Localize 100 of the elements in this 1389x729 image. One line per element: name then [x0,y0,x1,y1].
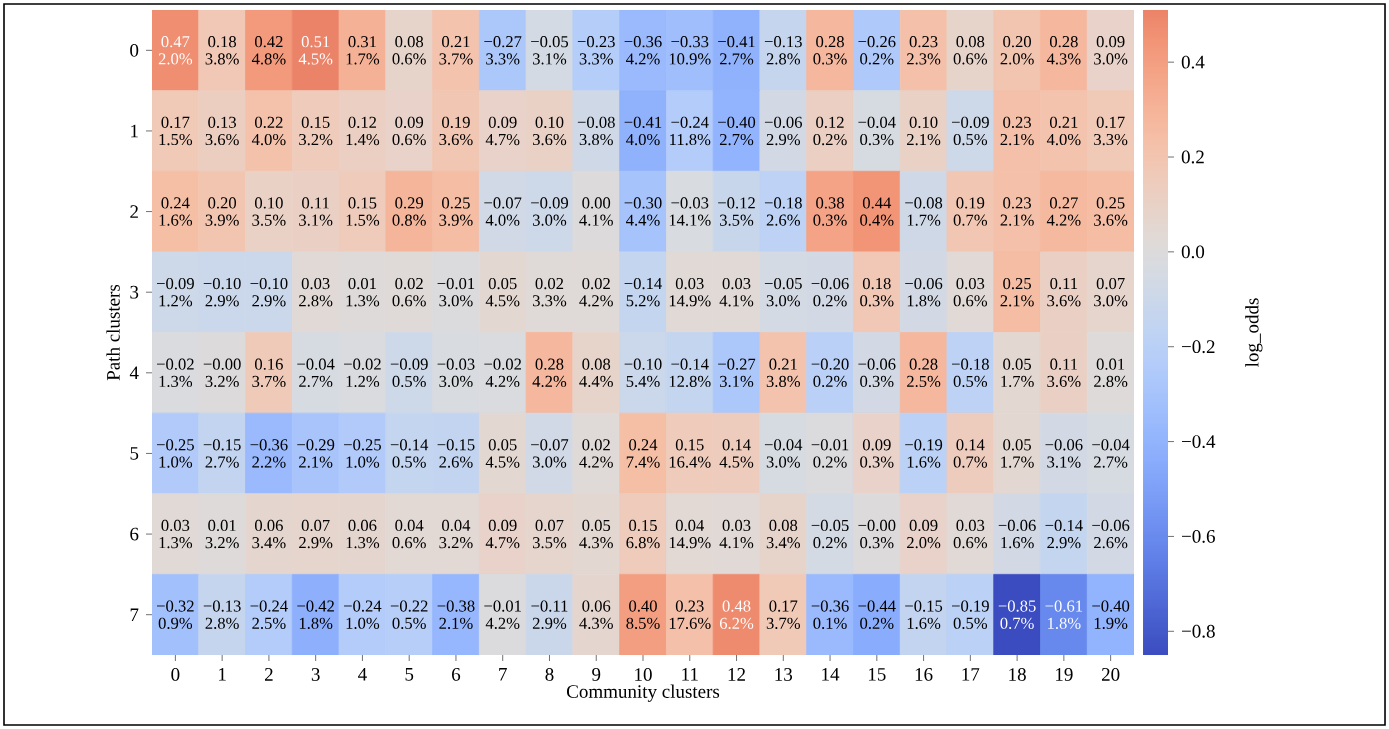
data-label: 0.10 3.5% [252,197,286,226]
data-label: 0.11 3.6% [1047,358,1081,388]
data-label: −0.40 1.9% [1092,600,1130,629]
data-label: −0.10 5.4% [624,358,662,388]
data-label: −0.15 2.6% [437,439,475,468]
data-label: 0.15 1.5% [346,197,380,226]
data-label: 0.29 0.8% [392,197,426,226]
x-tick-label: 6 [452,668,461,681]
data-label: −0.10 2.9% [203,277,241,307]
data-label: 0.05 1.7% [1001,439,1034,468]
x-tick-label: 12 [728,668,745,681]
color-bar-label: −0.2 [1182,340,1215,354]
data-label: 0.15 16.4% [669,439,711,468]
data-label: 0.15 3.2% [299,116,333,146]
data-label: 0.28 4.3% [1046,36,1081,65]
color-bar-label: −0.8 [1182,624,1215,638]
data-label: 0.40 8.5% [626,600,660,629]
data-label: −0.06 0.2% [811,277,849,307]
y-tick-label: 3 [130,285,139,299]
data-label: −0.61 1.8% [1045,600,1083,629]
color-bar-label: −0.4 [1182,435,1216,449]
color-bar-title: log_odds [1245,298,1263,367]
data-label: 0.03 0.6% [953,519,988,549]
data-label: 0.14 0.7% [953,439,988,468]
data-label: −0.01 0.2% [811,439,849,468]
data-label: −0.09 0.5% [390,358,428,388]
data-label: 0.05 1.7% [1001,358,1034,388]
color-bar-label: 0.4 [1181,55,1205,69]
data-label: 0.07 3.0% [1094,277,1128,307]
data-label: 0.10 2.1% [907,116,941,146]
y-tick-label: 6 [130,527,139,541]
data-label: 0.38 0.3% [813,197,847,226]
color-bar-label: 0.0 [1181,245,1205,259]
x-axis-title: Community clusters [567,684,720,702]
data-label: −0.85 0.7% [998,600,1036,629]
data-label: 0.16 3.7% [252,358,286,388]
x-tick-label: 3 [311,668,320,681]
data-label: −0.19 0.5% [951,600,989,629]
data-label: −0.30 4.4% [624,197,662,226]
data-label: 0.22 4.0% [251,116,286,146]
data-label: −0.06 3.1% [1045,439,1083,468]
data-label: 0.02 4.2% [579,439,613,468]
data-label: −0.05 3.1% [531,36,569,65]
x-tick-label: 5 [405,668,414,681]
data-label: −0.13 2.8% [203,600,241,629]
data-label: −0.12 3.5% [718,197,755,226]
data-label: −0.24 11.8% [670,116,711,146]
color-bar-label: 0.2 [1181,150,1204,164]
data-label: 0.05 4.5% [485,277,520,307]
data-label: −0.14 5.2% [624,277,662,307]
data-label: 0.05 4.3% [579,519,613,549]
data-label: 0.24 7.4% [626,439,660,468]
data-label: −0.24 2.5% [250,600,288,629]
data-label: 0.08 4.4% [579,358,613,388]
x-tick-label: 4 [358,668,367,681]
data-label: −0.01 4.2% [484,600,521,629]
data-label: 0.09 3.0% [1094,36,1128,65]
data-label: 0.04 14.9% [669,519,711,549]
data-label: −0.07 3.0% [531,439,569,468]
data-label: 0.05 4.5% [485,439,520,468]
y-tick-label: 5 [130,447,139,460]
data-label: −0.02 1.2% [344,358,381,388]
data-label: 0.20 2.0% [1000,36,1034,65]
data-label: −0.27 3.3% [484,36,522,65]
data-label: 0.24 1.6% [159,197,193,226]
data-label: −0.10 2.9% [250,277,288,307]
data-label: −0.06 2.9% [764,116,803,146]
x-tick-label: 7 [499,668,507,681]
data-label: 0.09 0.3% [860,439,894,468]
data-label: 0.23 2.3% [907,36,941,65]
data-label: −0.02 4.2% [484,358,521,388]
data-label: −0.02 1.3% [156,358,194,388]
data-label: −0.25 1.0% [344,439,381,468]
color-bar-label: −0.6 [1182,530,1215,543]
y-axis-title: Path clusters [106,284,120,381]
y-tick-label: 0 [130,43,139,57]
data-label: 0.23 2.1% [1000,197,1034,226]
data-label: 0.47 2.0% [158,36,193,65]
data-label: −0.13 2.8% [764,36,802,65]
data-label: 0.09 4.7% [485,519,520,549]
data-label: 0.23 2.1% [1000,116,1034,146]
data-label: 0.11 3.6% [1047,277,1081,307]
x-tick-label: 10 [635,668,652,681]
data-label: 0.07 2.9% [299,519,333,549]
data-label: 0.14 4.5% [719,439,754,468]
data-label: 0.17 3.3% [1094,116,1128,146]
data-label: −0.14 2.9% [1045,519,1083,549]
data-label: 0.06 3.4% [252,519,286,549]
data-label: −0.05 3.0% [764,277,802,307]
x-tick-label: 13 [775,668,793,681]
data-label: 0.28 2.5% [907,358,941,388]
x-tick-label: 19 [1056,668,1073,681]
data-label: −0.15 1.6% [905,600,943,629]
data-label: −0.33 10.9% [669,36,711,65]
data-label: −0.41 4.0% [624,116,662,146]
data-label: 0.17 1.5% [159,116,193,146]
data-label: 0.23 17.6% [669,600,711,629]
data-label: 0.03 4.1% [719,519,754,549]
data-label: 0.02 3.3% [532,277,567,307]
data-label: 0.44 0.4% [860,197,894,226]
